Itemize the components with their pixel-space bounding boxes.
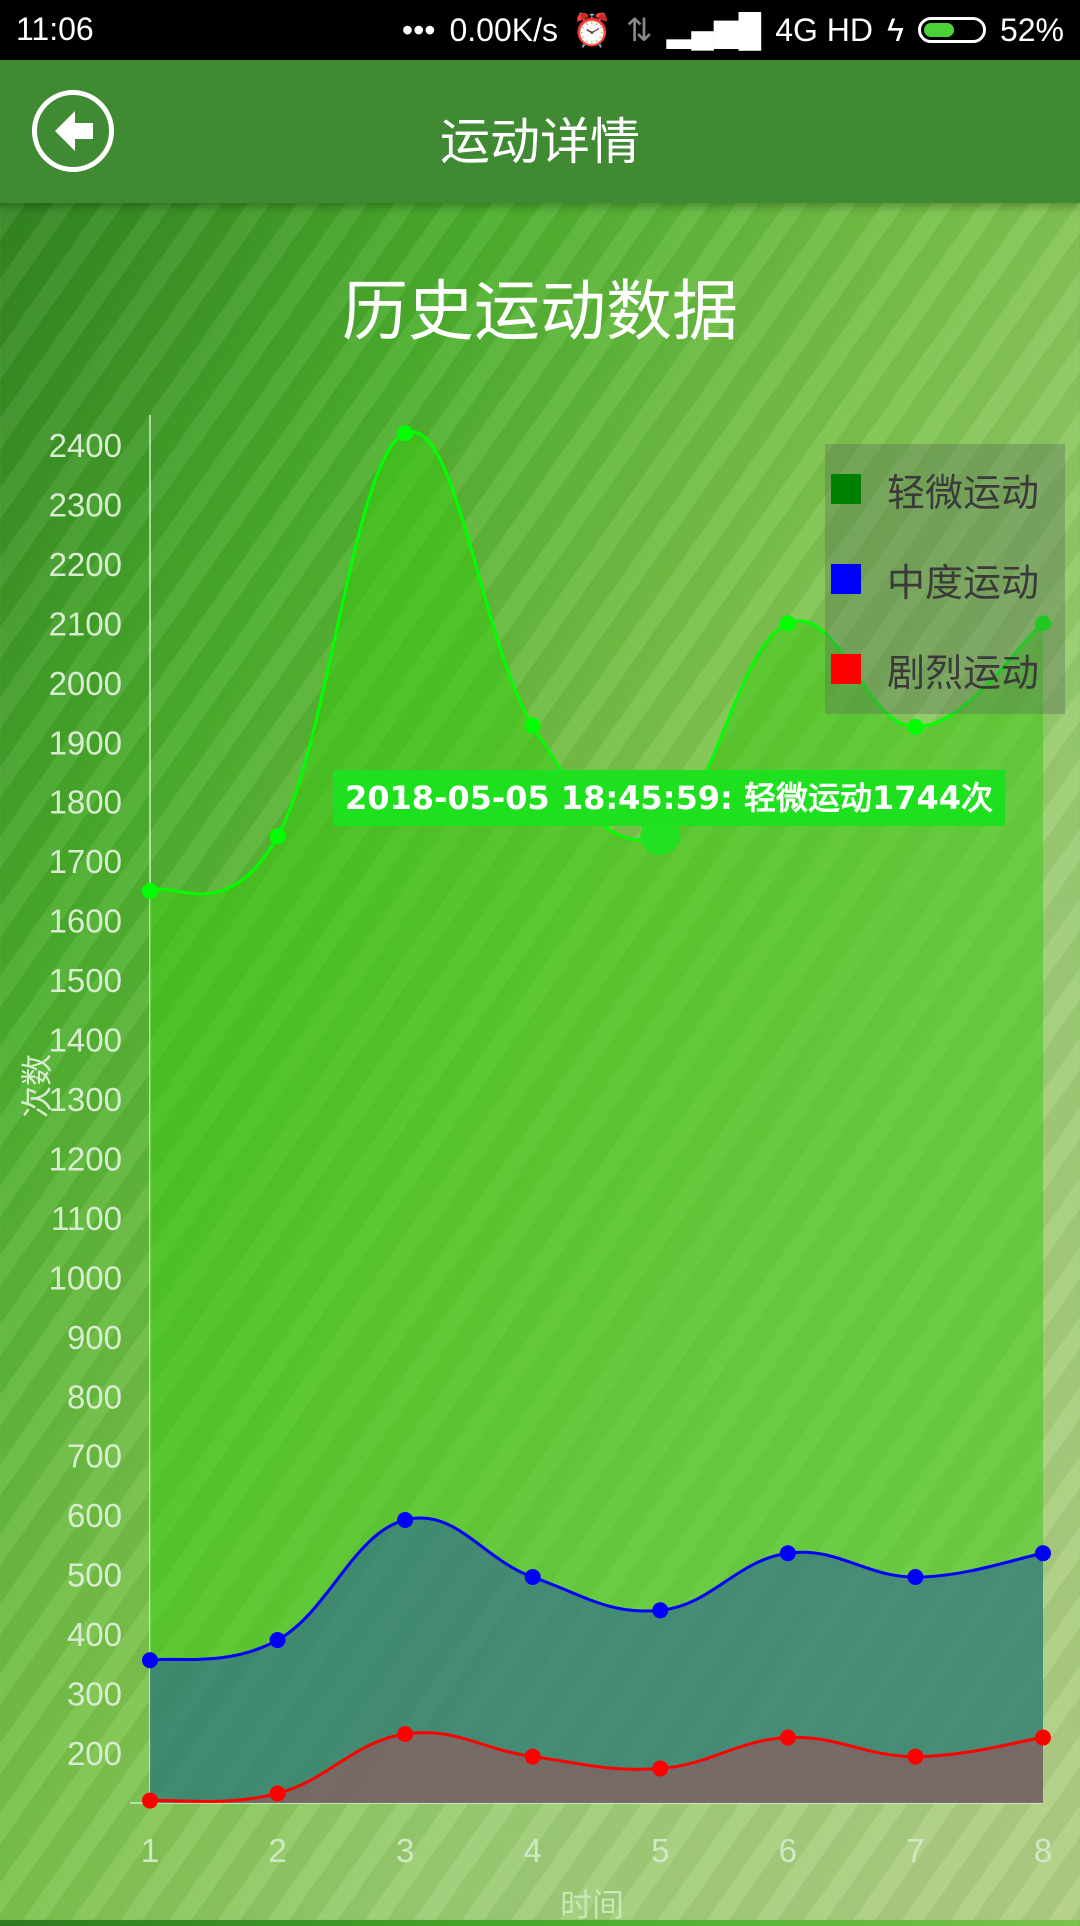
data-point-light <box>1035 615 1051 632</box>
y-tick-label: 700 <box>67 1438 122 1475</box>
network-type: 4G HD <box>775 11 874 48</box>
data-point-moderate <box>142 1652 158 1669</box>
legend-label-intense: 剧烈运动 <box>887 650 1040 695</box>
y-tick-label: 2400 <box>49 427 122 464</box>
data-point-light <box>269 828 286 845</box>
x-tick-label: 3 <box>396 1832 414 1869</box>
data-point-light <box>907 718 924 735</box>
y-tick-label: 1200 <box>49 1140 122 1177</box>
x-tick-label: 8 <box>1034 1832 1052 1869</box>
y-tick-label: 600 <box>67 1497 122 1534</box>
data-point-moderate <box>907 1569 924 1586</box>
area-fill-moderate <box>150 1517 1043 1803</box>
data-point-light <box>397 425 414 442</box>
y-tick-label: 1800 <box>49 784 122 821</box>
data-point-moderate <box>269 1632 286 1649</box>
x-tick-label: 6 <box>779 1832 797 1869</box>
status-time: 11:06 <box>16 11 94 47</box>
y-tick-label: 1600 <box>49 903 122 940</box>
status-icons: ••• 0.00K/s ⏰ ⇅ ▂▄▆█ 4G HD ϟ 52% <box>402 11 1064 49</box>
data-point-intense <box>269 1785 286 1802</box>
y-axis-label: 次数 <box>18 1053 56 1118</box>
y-tick-label: 1400 <box>49 1022 122 1059</box>
app-bar: 运动详情 <box>0 60 1080 203</box>
back-arrow-icon <box>55 111 93 151</box>
data-point-intense <box>907 1748 924 1765</box>
y-tick-label: 1300 <box>49 1081 122 1118</box>
y-tick-label: 1000 <box>49 1259 122 1296</box>
data-point-light <box>524 717 541 734</box>
data-point-intense <box>779 1729 796 1746</box>
x-tick-label: 7 <box>906 1832 924 1869</box>
data-point-intense <box>397 1725 414 1742</box>
series-line-moderate <box>149 1516 1044 1662</box>
chart-tooltip: 2018-05-05 18:45:59: 轻微运动1744次 <box>333 770 1006 826</box>
data-transfer-icon: ⇅ <box>625 12 653 48</box>
charging-icon: ϟ <box>887 11 904 48</box>
data-point-moderate <box>397 1511 414 1528</box>
data-point-moderate <box>779 1545 796 1562</box>
legend-swatch-moderate <box>831 564 861 594</box>
y-tick-label: 1500 <box>49 962 122 999</box>
chart-title: 历史运动数据 <box>342 273 738 350</box>
y-tick-label: 800 <box>67 1378 122 1415</box>
data-point-intense <box>1035 1729 1051 1746</box>
y-tick-label: 2000 <box>49 665 122 702</box>
legend-item-moderate: 中度运动 <box>831 559 1039 605</box>
data-point-moderate <box>524 1569 541 1586</box>
series-line-intense <box>149 1731 1044 1803</box>
legend-label-moderate: 中度运动 <box>887 560 1040 605</box>
back-button[interactable] <box>32 90 114 172</box>
y-tick-label: 300 <box>67 1676 122 1713</box>
data-point-light <box>779 615 796 632</box>
more-dots-icon: ••• <box>401 11 436 48</box>
legend-label-light: 轻微运动 <box>887 470 1040 515</box>
legend-item-intense: 剧烈运动 <box>831 649 1039 695</box>
y-tick-label: 400 <box>67 1616 122 1653</box>
x-tick-label: 1 <box>141 1832 159 1869</box>
y-tick-label: 1900 <box>49 724 122 761</box>
x-tick-label: 4 <box>524 1832 542 1869</box>
y-tick-label: 500 <box>67 1557 122 1594</box>
y-tick-label: 1100 <box>51 1200 122 1237</box>
y-tick-label: 200 <box>67 1735 122 1772</box>
battery-fill <box>923 23 955 37</box>
page-title: 运动详情 <box>440 113 640 171</box>
series-line-light <box>149 430 1044 896</box>
data-point-moderate <box>1035 1545 1051 1562</box>
data-point-light <box>142 882 158 899</box>
legend-swatch-light <box>831 474 861 504</box>
legend-swatch-intense <box>831 654 861 684</box>
data-point-intense <box>524 1748 541 1765</box>
x-tick-label: 5 <box>651 1832 669 1869</box>
x-tick-label: 2 <box>268 1832 286 1869</box>
network-speed: 0.00K/s <box>449 11 558 48</box>
y-tick-label: 2300 <box>49 486 122 523</box>
y-tick-label: 2200 <box>49 546 122 583</box>
chart-legend: 轻微运动 中度运动 剧烈运动 <box>825 444 1065 714</box>
data-point-intense <box>652 1760 669 1777</box>
y-tick-label: 900 <box>67 1319 122 1356</box>
x-axis-label: 时间 <box>560 1886 625 1924</box>
signal-icon: ▂▄▆█ <box>666 12 762 48</box>
data-point-moderate <box>652 1602 669 1619</box>
legend-item-light: 轻微运动 <box>831 469 1039 515</box>
status-bar: 11:06 ••• 0.00K/s ⏰ ⇅ ▂▄▆█ 4G HD ϟ 52% <box>0 0 1080 60</box>
data-point-intense <box>142 1792 158 1809</box>
y-tick-label: 1700 <box>49 843 122 880</box>
battery-percent: 52% <box>999 11 1064 48</box>
alarm-icon: ⏰ <box>572 12 612 48</box>
y-tick-label: 2100 <box>49 605 122 642</box>
battery-icon <box>917 17 986 43</box>
